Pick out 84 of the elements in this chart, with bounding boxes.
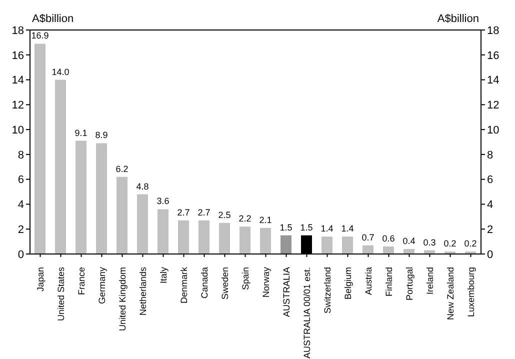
data-label: 1.4 [320,224,334,234]
x-tick-label: Ireland [424,267,435,295]
bar [34,44,46,254]
y2-tick-label: 6 [487,174,494,186]
y-tick-label: 2 [18,224,24,236]
bar [260,228,272,254]
data-label: 0.2 [464,238,477,249]
x-tick-label: Germany [96,266,107,304]
data-label: 1.5 [300,222,313,232]
data-label: 2.5 [218,210,231,220]
data-label: 2.2 [238,214,252,224]
data-label: 0.4 [402,236,416,246]
x-tick-label: Portugal [404,267,414,301]
y2-tick-label: 14 [487,74,500,87]
data-label: 9.1 [74,128,88,138]
data-label: 2.7 [177,207,190,218]
bar [362,245,374,254]
y-tick-label: 10 [12,124,24,136]
data-label: 4.8 [136,181,149,192]
bar [137,194,148,254]
y2-tick-label: 0 [487,248,494,261]
x-tick-label: Luxembourg [466,267,476,318]
data-label: 0.3 [423,237,436,248]
y2-tick-label: 18 [487,24,500,37]
x-tick-label: United Kingdom [117,267,128,332]
y2-tick-label: 4 [487,199,494,212]
x-tick-label: France [76,267,86,296]
x-tick-label: Italy [158,266,168,284]
y2-axis-title: A$billion [437,13,479,25]
bar [158,209,169,254]
x-tick-label: Canada [199,267,210,299]
bar [178,220,190,254]
x-tick-label: United States [56,266,66,322]
x-tick-label: Spain [240,267,250,290]
x-tick-label: Netherlands [138,266,148,316]
data-label: 6.2 [116,164,128,174]
x-tick-label: Finland [384,267,394,297]
x-tick-label: Japan [35,267,46,292]
bar [240,226,251,254]
bar [198,220,210,254]
y-tick-label: 12 [12,100,24,112]
y-tick-label: 4 [18,199,24,212]
y-axis-title: A$billion [32,13,74,25]
x-tick-label: Belgium [342,267,353,300]
y2-tick-label: 10 [487,124,500,136]
data-label: 14.0 [52,66,70,77]
y2-tick-label: 12 [487,100,500,112]
x-tick-label: Switzerland [322,267,332,314]
bar [404,249,415,254]
y-tick-label: 14 [12,74,24,87]
data-label: 0.7 [362,232,374,242]
data-label: 1.5 [280,222,292,232]
y-tick-label: 18 [12,24,24,37]
bar [219,222,230,254]
bar [342,236,354,254]
x-tick-label: Norway [260,266,271,298]
data-label: 8.9 [95,130,108,140]
data-label: 16.9 [31,30,49,41]
x-tick-label: AUSTRALIA [281,267,292,318]
bar [280,235,292,254]
x-tick-label: New Zealand [445,267,456,320]
bar [116,176,128,254]
y-tick-label: 6 [18,174,24,186]
x-tick-label: Sweden [220,267,230,300]
x-tick-label: AUSTRALIA 00/01 est. [302,267,312,359]
bar [96,143,108,254]
data-label: 1.4 [341,224,354,234]
bar [76,140,87,254]
data-label: 2.7 [198,207,210,218]
bar [322,236,333,254]
x-tick-label: Austria [363,267,374,296]
bar [383,246,394,254]
data-label: 2.1 [259,214,272,225]
y-tick-label: 8 [18,149,24,162]
data-label: 3.6 [156,196,170,206]
x-tick-label: Denmark [178,266,189,304]
data-label: 0.6 [382,234,395,244]
y2-tick-label: 2 [487,224,494,236]
bar [55,80,66,254]
y-tick-label: 0 [18,248,24,261]
y2-tick-label: 8 [487,149,494,162]
y2-tick-label: 16 [487,50,500,62]
data-label: 0.2 [444,238,456,249]
y-tick-label: 16 [12,50,24,62]
